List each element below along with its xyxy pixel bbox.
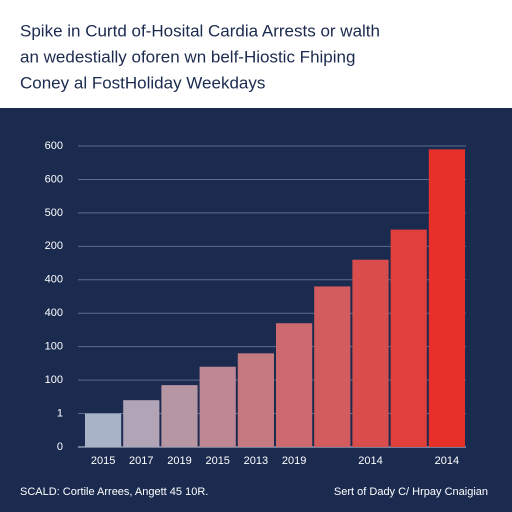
y-tick-label: 0 [57,441,63,453]
y-tick-label: 600 [45,173,63,185]
bar [199,366,236,447]
chart-title: an wedestially oforen wn belf-Hiostic Fh… [20,47,355,66]
title-area [0,0,512,108]
x-tick-label: 2017 [129,455,153,467]
bar [276,323,313,447]
bar [314,286,351,447]
x-tick-label: 2015 [91,455,115,467]
chart-title: Coney al FostHoliday Weekdays [20,73,265,92]
bar [123,400,160,447]
x-tick-label: 2015 [205,455,229,467]
y-tick-label: 400 [45,307,63,319]
bar [85,413,122,447]
x-tick-label: 2014 [358,455,382,467]
y-tick-label: 100 [45,341,63,353]
x-tick-label: 2019 [167,455,191,467]
y-tick-label: 200 [45,240,63,252]
bar [428,149,465,447]
bar [352,259,389,447]
y-tick-label: 100 [45,374,63,386]
y-tick-label: 600 [45,140,63,152]
y-tick-label: 400 [45,274,63,286]
x-tick-label: 2013 [244,455,268,467]
chart-title: Spike in Curtd of-Hosital Cardia Arrests… [20,21,380,40]
y-tick-label: 500 [45,207,63,219]
footer-source: SCALD: Cortile Arrees, Angett 45 10R. [20,486,208,498]
bar [161,385,198,447]
bar [237,353,274,447]
x-tick-label: 2019 [282,455,306,467]
footer-note: Sert of Dady C/ Hrpay Cnaigian [334,486,488,498]
x-tick-label: 2014 [435,455,459,467]
bar [390,229,427,447]
y-tick-label: 1 [57,407,63,419]
